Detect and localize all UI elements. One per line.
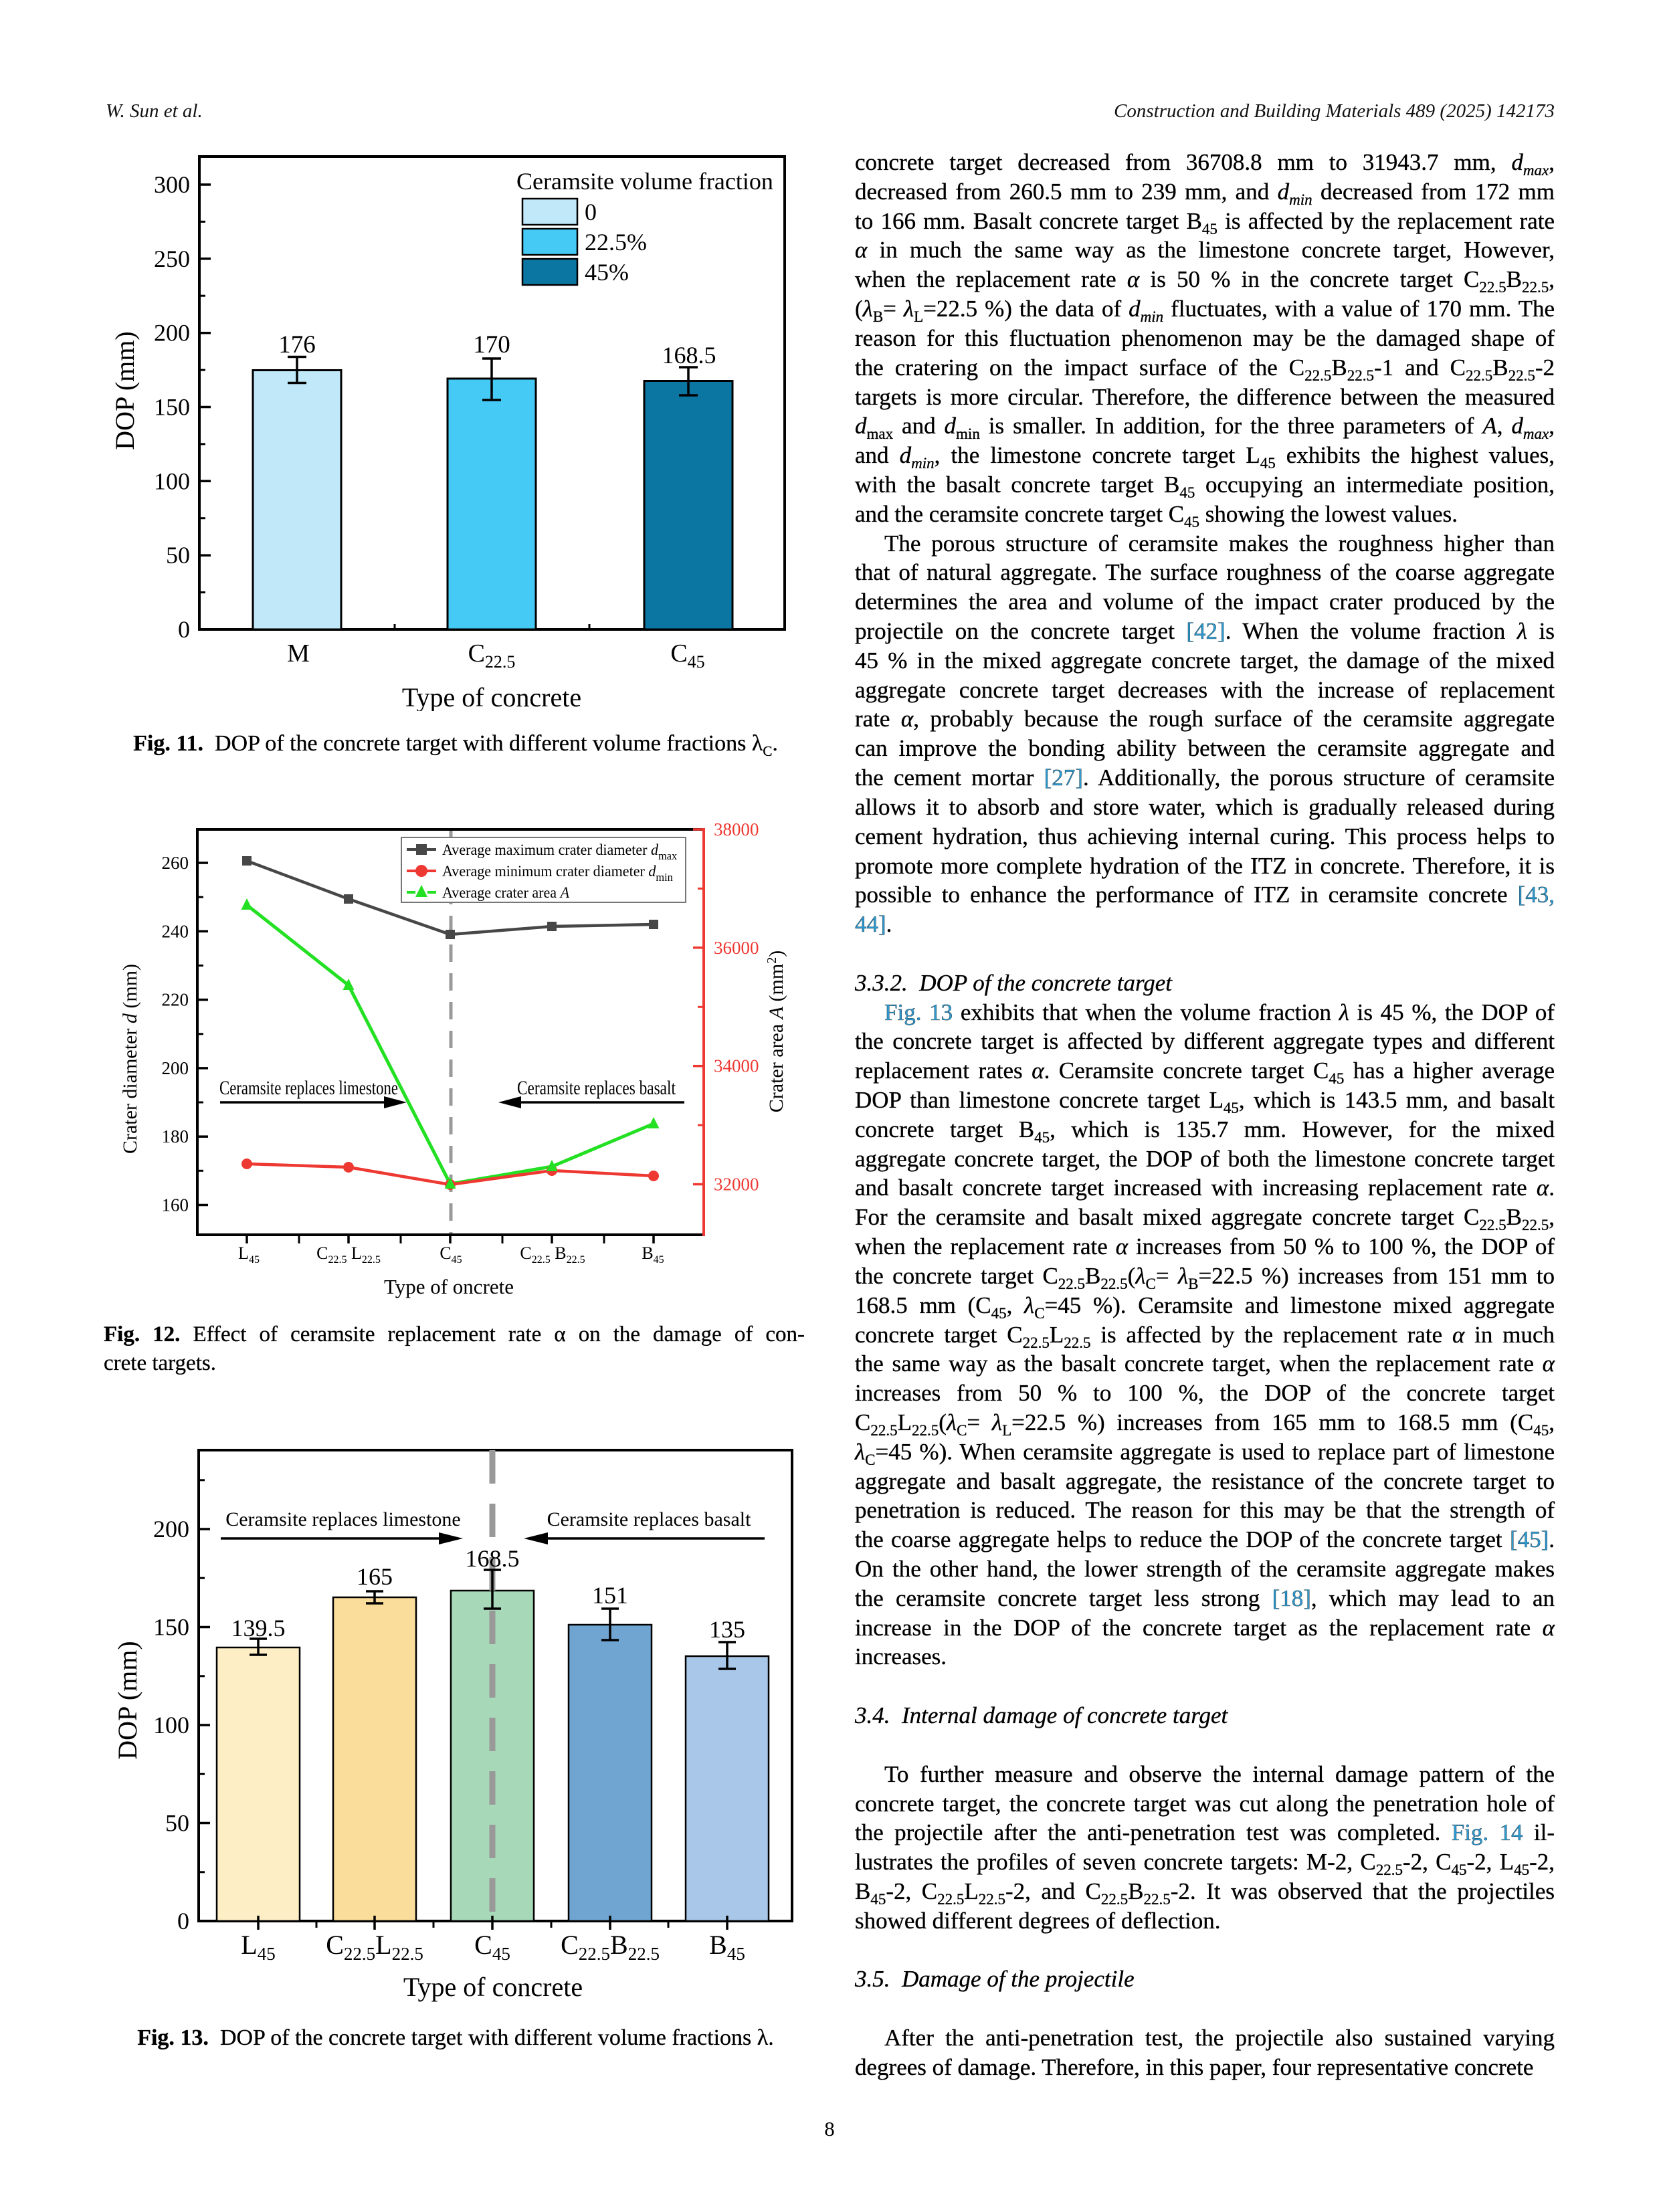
svg-text:M: M [287, 639, 310, 668]
svg-text:Crater area A (mm2​): Crater area A (mm2​) [765, 950, 787, 1112]
svg-text:200: 200 [162, 1058, 189, 1078]
svg-text:168.5: 168.5 [662, 342, 716, 369]
svg-text:DOP (mm): DOP (mm) [110, 331, 140, 449]
svg-text:165: 165 [357, 1563, 393, 1590]
svg-text:Crater diameter d (mm): Crater diameter d (mm) [119, 964, 141, 1154]
svg-text:C22.5​ B22.5​: C22.5​ B22.5​ [520, 1243, 585, 1266]
svg-text:240: 240 [162, 921, 189, 941]
svg-text:B45​: B45​ [709, 1930, 745, 1964]
svg-text:100: 100 [154, 468, 190, 494]
svg-text:L45​: L45​ [238, 1243, 260, 1266]
svg-text:160: 160 [162, 1195, 189, 1215]
svg-text:L45​: L45​ [241, 1930, 275, 1964]
svg-text:0: 0 [585, 199, 597, 225]
svg-text:C22.5​L22.5​: C22.5​L22.5​ [326, 1930, 423, 1964]
svg-text:C22.5​: C22.5​ [468, 639, 516, 672]
svg-text:32000: 32000 [714, 1175, 759, 1195]
svg-text:Ceramsite replaces limestone: Ceramsite replaces limestone [219, 1077, 398, 1099]
svg-text:200: 200 [153, 1516, 189, 1542]
svg-text:170: 170 [473, 331, 510, 359]
svg-text:Ceramsite replaces limestone: Ceramsite replaces limestone [225, 1508, 461, 1530]
svg-text:C45​: C45​ [440, 1243, 462, 1266]
svg-text:B45​: B45​ [642, 1243, 664, 1266]
svg-text:260: 260 [162, 853, 189, 873]
svg-text:Average crater area A: Average crater area A [442, 884, 569, 902]
svg-text:Ceramsite replaces basalt: Ceramsite replaces basalt [517, 1077, 676, 1099]
svg-text:220: 220 [162, 990, 189, 1010]
svg-text:38000: 38000 [714, 819, 759, 839]
svg-text:200: 200 [154, 320, 190, 346]
svg-text:C45​: C45​ [474, 1930, 510, 1964]
svg-text:135: 135 [709, 1616, 745, 1643]
svg-text:168.5: 168.5 [466, 1545, 520, 1572]
svg-text:150: 150 [153, 1614, 189, 1641]
svg-text:34000: 34000 [714, 1056, 759, 1076]
svg-text:151: 151 [592, 1582, 628, 1609]
svg-text:Type of concrete: Type of concrete [402, 682, 581, 711]
svg-text:180: 180 [162, 1126, 189, 1146]
svg-text:139.5: 139.5 [231, 1615, 286, 1641]
svg-text:150: 150 [154, 394, 190, 421]
svg-text:36000: 36000 [714, 938, 759, 958]
svg-text:C45​: C45​ [670, 639, 704, 672]
svg-text:Ceramsite replaces basalt: Ceramsite replaces basalt [547, 1508, 752, 1530]
svg-text:250: 250 [154, 245, 190, 272]
svg-text:176: 176 [278, 331, 316, 359]
svg-text:22.5%: 22.5% [585, 229, 647, 256]
svg-text:Type of concrete: Type of concrete [403, 1972, 583, 2002]
svg-text:C22.5​ L22.5​: C22.5​ L22.5​ [316, 1243, 381, 1266]
svg-text:100: 100 [153, 1712, 189, 1738]
svg-text:DOP (mm): DOP (mm) [112, 1641, 142, 1759]
svg-text:45%: 45% [585, 259, 629, 286]
svg-text:0: 0 [178, 616, 190, 643]
svg-text:Type of oncrete: Type of oncrete [384, 1275, 514, 1298]
svg-text:50: 50 [165, 1810, 189, 1837]
svg-text:Ceramsite volume fraction: Ceramsite volume fraction [516, 168, 773, 195]
svg-text:C22.5​B22.5​: C22.5​B22.5​ [561, 1930, 660, 1964]
svg-text:300: 300 [154, 171, 190, 198]
svg-text:50: 50 [166, 542, 190, 569]
svg-text:0: 0 [177, 1908, 189, 1934]
